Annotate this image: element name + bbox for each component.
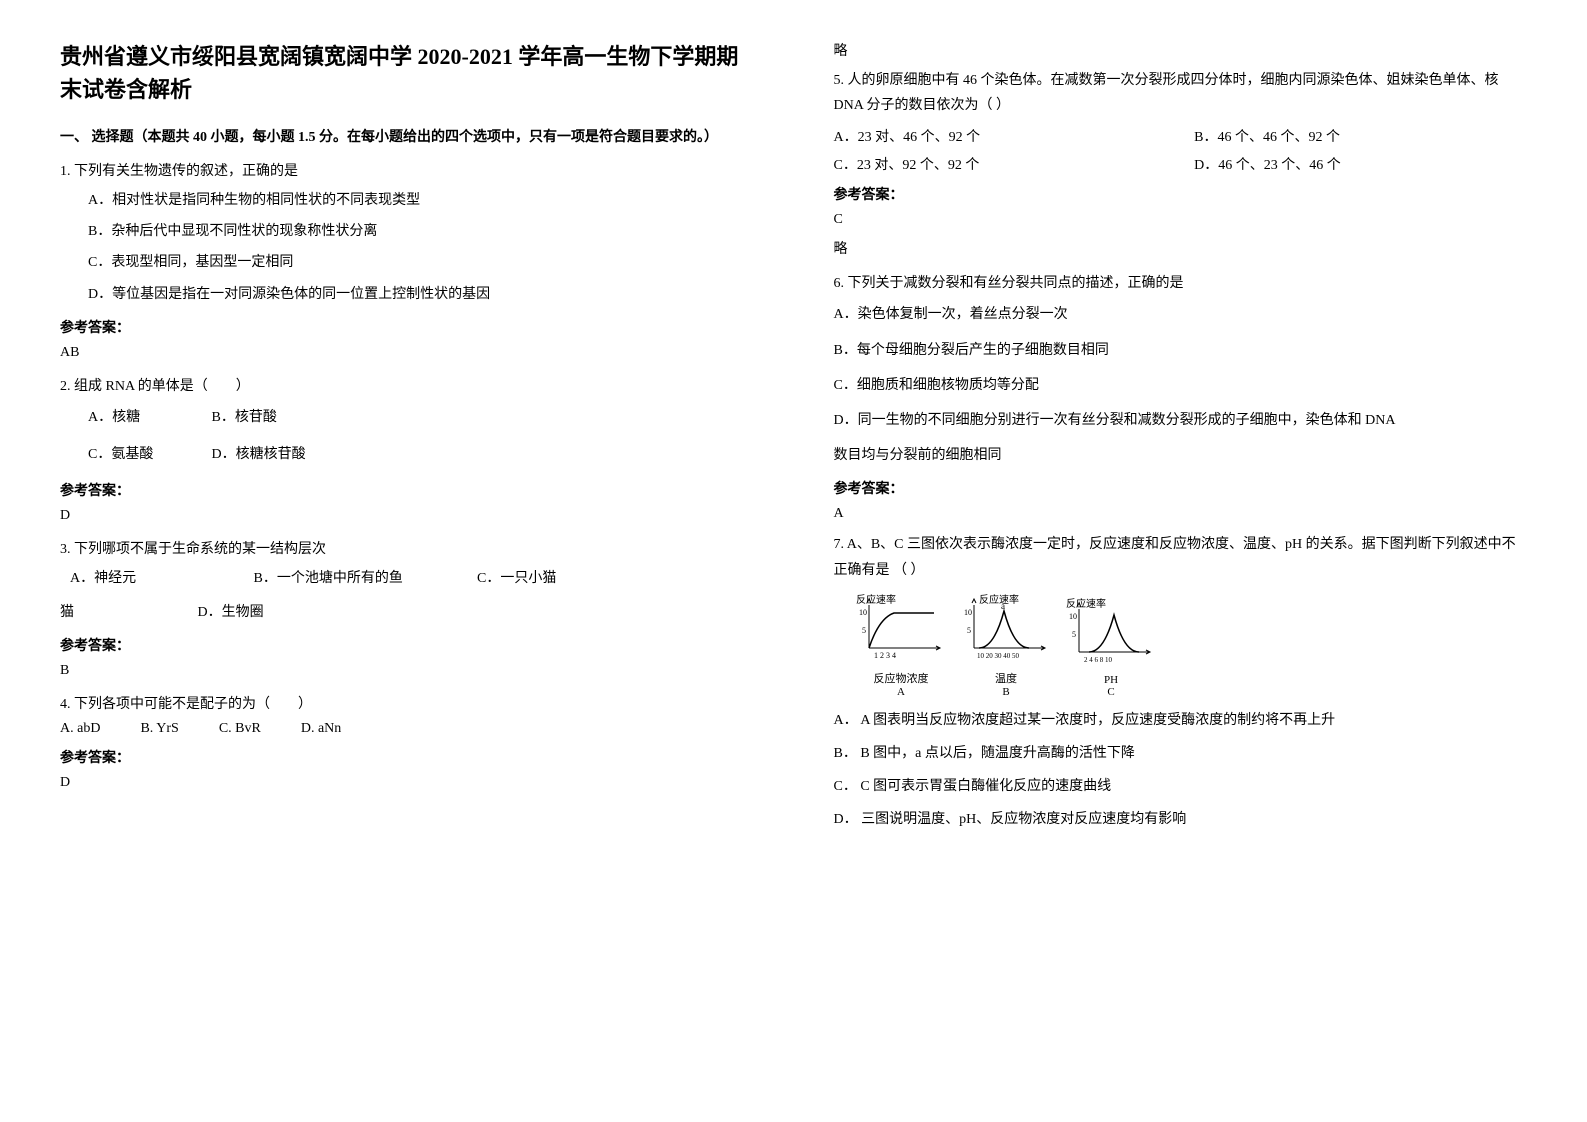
q6-option-b: B．每个母细胞分裂后产生的子细胞数目相同 xyxy=(834,338,1528,363)
q2-answer: D xyxy=(60,508,754,524)
q2-stem: 2. 组成 RNA 的单体是（ ） xyxy=(60,375,754,395)
chart-b-xlabel: 温度 B xyxy=(959,670,1054,698)
q1-option-d: D．等位基因是指在一对同源染色体的同一位置上控制性状的基因 xyxy=(88,282,754,307)
q2-option-b: B．核苷酸 xyxy=(212,410,277,425)
chart-b: 反应速率 10 5 a 10 20 30 40 50 温度 B xyxy=(959,593,1054,698)
q4-answer-label: 参考答案： xyxy=(60,747,754,767)
q7-option-c: C． C 图可表示胃蛋白酶催化反应的速度曲线 xyxy=(834,774,1528,799)
q6-option-d2: 数目均与分裂前的细胞相同 xyxy=(834,443,1528,468)
q2-option-c: C．氨基酸 xyxy=(88,440,208,471)
q4-explain: 略 xyxy=(834,40,1528,60)
q2-answer-label: 参考答案： xyxy=(60,480,754,500)
exam-title: 贵州省遵义市绥阳县宽阔镇宽阔中学 2020-2021 学年高一生物下学期期末试卷… xyxy=(60,40,754,106)
q7-charts: 反应速率 10 5 1 2 3 4 反应物浓度 A xyxy=(854,593,1528,698)
q3-option-d: D．生物圈 xyxy=(198,605,264,620)
svg-text:5: 5 xyxy=(1072,630,1076,639)
q5-option-c: C．23 对、92 个、92 个 xyxy=(834,154,1167,174)
q3-option-b: B．一个池塘中所有的鱼 xyxy=(254,566,474,591)
right-column: 略 5. 人的卵原细胞中有 46 个染色体。在减数第一次分裂形成四分体时，细胞内… xyxy=(834,40,1528,840)
q1-option-b: B．杂种后代中显现不同性状的现象称性状分离 xyxy=(88,219,754,244)
q5-option-a: A．23 对、46 个、92 个 xyxy=(834,126,1167,146)
q6-option-a: A．染色体复制一次，着丝点分裂一次 xyxy=(834,302,1528,327)
q5-row1: A．23 对、46 个、92 个 B．46 个、46 个、92 个 xyxy=(834,126,1528,146)
q4-option-a: A. abD xyxy=(60,721,100,737)
q4-stem: 4. 下列各项中可能不是配子的为（ ） xyxy=(60,693,754,713)
q7-option-b: B． B 图中，a 点以后，随温度升高酶的活性下降 xyxy=(834,741,1528,766)
q1-option-c: C．表现型相同，基因型一定相同 xyxy=(88,250,754,275)
svg-text:5: 5 xyxy=(862,626,866,635)
svg-text:a: a xyxy=(1001,601,1005,611)
chart-c-ylabel: 反应速率 xyxy=(1066,597,1106,610)
q1-answer: AB xyxy=(60,345,754,361)
q2-option-d: D．核糖核苷酸 xyxy=(212,447,306,462)
chart-b-ylabel: 反应速率 xyxy=(979,593,1019,606)
chart-a-xlabel: 反应物浓度 A xyxy=(854,670,949,698)
svg-text:1 2 3 4: 1 2 3 4 xyxy=(874,651,896,660)
svg-text:10: 10 xyxy=(1069,612,1077,621)
q5-option-b: B．46 个、46 个、92 个 xyxy=(1194,126,1527,146)
q3-stem: 3. 下列哪项不属于生命系统的某一结构层次 xyxy=(60,538,754,558)
chart-a: 反应速率 10 5 1 2 3 4 反应物浓度 A xyxy=(854,593,949,698)
q3-options: A．神经元 B．一个池塘中所有的鱼 C．一只小猫 xyxy=(60,566,754,591)
q7-option-a: A． A 图表明当反应物浓度超过某一浓度时，反应速度受酶浓度的制约将不再上升 xyxy=(834,708,1528,733)
q2-options-row2: C．氨基酸 D．核糖核苷酸 xyxy=(88,440,754,471)
q7-stem: 7. A、B、C 三图依次表示酶浓度一定时，反应速度和反应物浓度、温度、pH 的… xyxy=(834,532,1528,582)
svg-text:5: 5 xyxy=(967,626,971,635)
q1-answer-label: 参考答案： xyxy=(60,317,754,337)
chart-c: 反应速率 10 5 2 4 6 8 10 PH C xyxy=(1064,597,1159,698)
q3-option-d-row: 猫 D．生物圈 xyxy=(60,600,754,625)
q1-stem: 1. 下列有关生物遗传的叙述，正确的是 xyxy=(60,160,754,180)
q3-answer-label: 参考答案： xyxy=(60,635,754,655)
q6-answer-label: 参考答案： xyxy=(834,478,1528,498)
q5-row2: C．23 对、92 个、92 个 D．46 个、23 个、46 个 xyxy=(834,154,1528,174)
q3-answer: B xyxy=(60,663,754,679)
chart-a-svg: 反应速率 10 5 1 2 3 4 xyxy=(854,593,949,663)
q5-answer-label: 参考答案： xyxy=(834,184,1528,204)
chart-a-ylabel: 反应速率 xyxy=(856,593,896,606)
svg-text:10 20 30 40 50: 10 20 30 40 50 xyxy=(977,652,1020,660)
svg-text:2 4 6 8 10: 2 4 6 8 10 xyxy=(1084,656,1113,664)
q4-options-row: A. abD B. YrS C. BvR D. aNn xyxy=(60,721,754,737)
q5-explain: 略 xyxy=(834,238,1528,258)
q5-answer: C xyxy=(834,212,1528,228)
q2-option-a: A．核糖 xyxy=(88,403,208,434)
q6-stem: 6. 下列关于减数分裂和有丝分裂共同点的描述，正确的是 xyxy=(834,272,1528,292)
q4-option-c: C. BvR xyxy=(219,721,261,737)
q3-option-c: C．一只小猫 xyxy=(477,571,556,586)
q4-option-b: B. YrS xyxy=(140,721,178,737)
q6-answer: A xyxy=(834,506,1528,522)
left-column: 贵州省遵义市绥阳县宽阔镇宽阔中学 2020-2021 学年高一生物下学期期末试卷… xyxy=(60,40,754,840)
chart-c-svg: 反应速率 10 5 2 4 6 8 10 xyxy=(1064,597,1159,667)
q2-options-row1: A．核糖 B．核苷酸 xyxy=(88,403,754,434)
q7-option-d: D． 三图说明温度、pH、反应物浓度对反应速度均有影响 xyxy=(834,807,1528,832)
chart-b-svg: 反应速率 10 5 a 10 20 30 40 50 xyxy=(959,593,1054,663)
svg-text:10: 10 xyxy=(964,608,972,617)
q1-option-a: A．相对性状是指同种生物的相同性状的不同表现类型 xyxy=(88,188,754,213)
q4-answer: D xyxy=(60,775,754,791)
q3-option-a: A．神经元 xyxy=(70,566,250,591)
q4-option-d: D. aNn xyxy=(301,721,341,737)
chart-c-xlabel: PH C xyxy=(1064,674,1159,698)
q5-stem: 5. 人的卵原细胞中有 46 个染色体。在减数第一次分裂形成四分体时，细胞内同源… xyxy=(834,68,1528,118)
svg-text:10: 10 xyxy=(859,608,867,617)
section-1-header: 一、 选择题（本题共 40 小题，每小题 1.5 分。在每小题给出的四个选项中，… xyxy=(60,126,754,146)
q5-option-d: D．46 个、23 个、46 个 xyxy=(1194,154,1527,174)
q6-option-c: C．细胞质和细胞核物质均等分配 xyxy=(834,373,1528,398)
q6-option-d: D．同一生物的不同细胞分别进行一次有丝分裂和减数分裂形成的子细胞中，染色体和 D… xyxy=(834,408,1528,433)
